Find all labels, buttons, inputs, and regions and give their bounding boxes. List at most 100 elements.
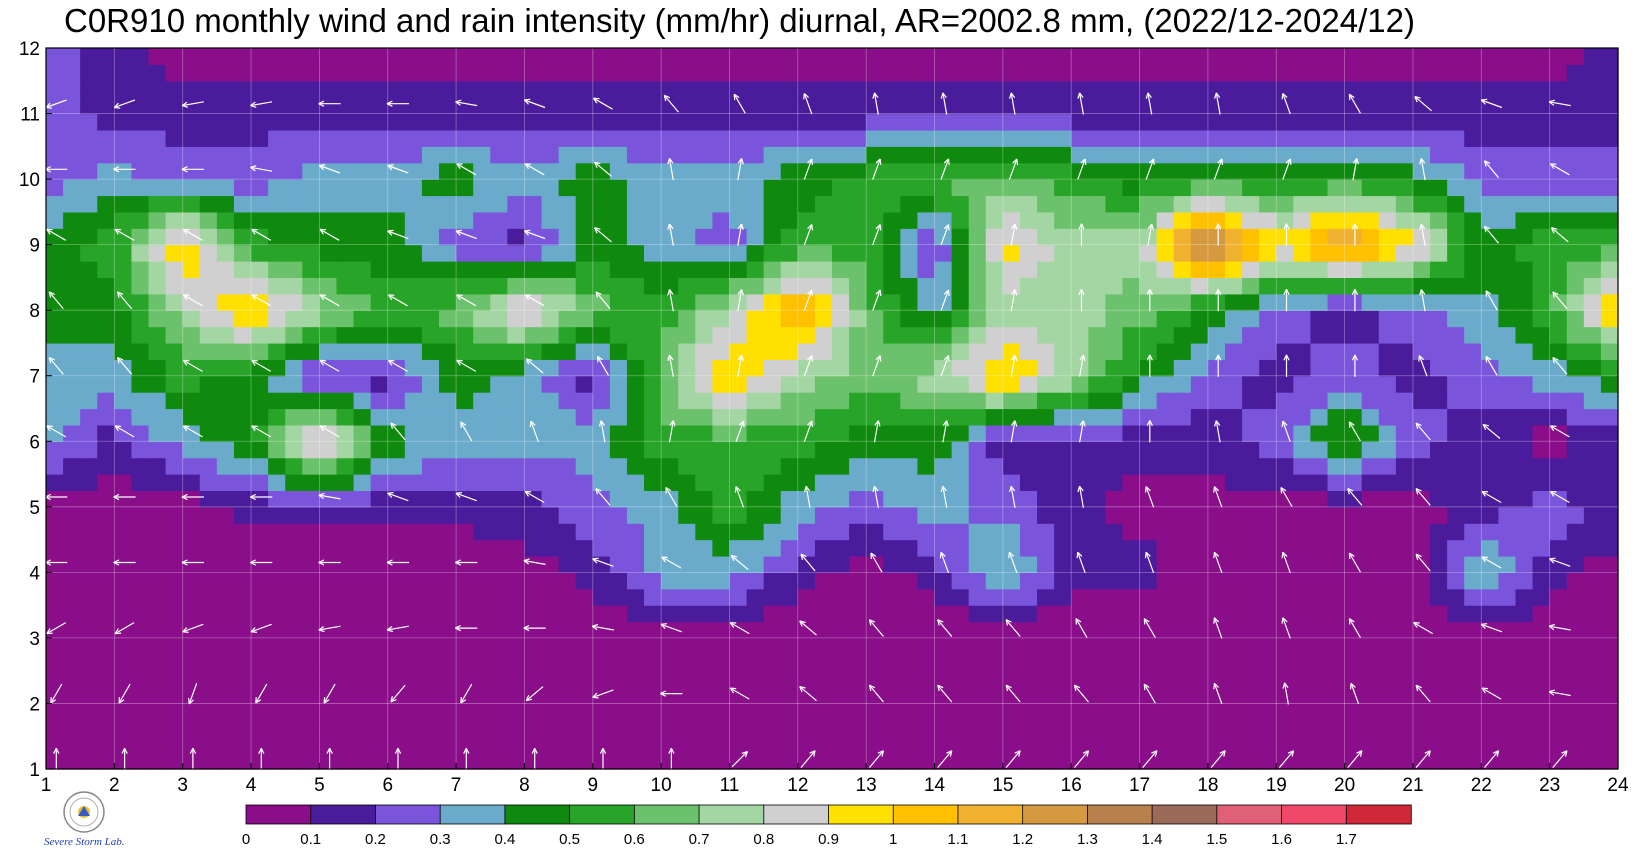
rain-cell <box>1293 474 1312 492</box>
rain-cell <box>951 195 970 213</box>
rain-cell <box>985 392 1004 410</box>
rain-cell <box>849 80 867 98</box>
rain-cell <box>370 80 389 98</box>
rain-cell <box>148 195 167 213</box>
rain-cell <box>404 555 423 573</box>
rain-cell <box>404 490 423 508</box>
rain-cell <box>797 326 816 344</box>
rain-cell <box>131 162 150 180</box>
rain-cell <box>1412 48 1431 65</box>
rain-cell <box>1344 179 1363 197</box>
rain-cell <box>387 113 406 131</box>
rain-cell <box>404 211 423 229</box>
rain-cell <box>951 64 970 82</box>
rain-cell <box>763 555 782 573</box>
rain-cell <box>678 375 696 393</box>
rain-cell <box>1430 605 1448 623</box>
rain-cell <box>968 80 987 98</box>
wind-arrow <box>937 684 953 703</box>
rain-cell <box>285 48 303 65</box>
rain-cell <box>165 162 184 180</box>
rain-cell <box>1019 162 1038 180</box>
rain-cell <box>319 474 338 492</box>
rain-cell <box>46 310 64 328</box>
rain-cell <box>1549 179 1568 197</box>
rain-cell <box>1532 539 1551 557</box>
rain-cell <box>268 326 286 344</box>
wind-arrow <box>1143 618 1156 638</box>
wind-arrow-head <box>807 224 813 231</box>
wind-arrow-head <box>1419 289 1426 296</box>
rain-cell <box>1259 703 1277 721</box>
rain-cell <box>63 129 81 147</box>
rain-cell <box>1071 670 1089 688</box>
rain-cell <box>490 490 508 508</box>
rain-cell <box>695 293 713 311</box>
rain-cell <box>1498 228 1517 246</box>
wind-arrow <box>45 99 67 109</box>
rain-cell <box>917 572 936 590</box>
wind-arrow-head <box>1549 557 1556 564</box>
colorbar-swatch <box>1281 804 1347 825</box>
rain-cell <box>1190 457 1209 475</box>
rain-cell <box>1259 474 1277 492</box>
rain-cell <box>1310 392 1329 410</box>
rain-cell <box>404 277 423 295</box>
rain-cell <box>1225 457 1243 475</box>
rain-cell <box>695 162 713 180</box>
rain-cell <box>626 392 645 410</box>
rain-cell <box>336 48 355 65</box>
rain-cell <box>1105 179 1124 197</box>
rain-cell <box>1293 457 1312 475</box>
rain-cell <box>1019 441 1038 459</box>
rain-cell <box>285 719 303 737</box>
rain-cell <box>199 605 218 623</box>
rain-cell <box>216 441 235 459</box>
rain-cell <box>985 506 1004 524</box>
rain-cell <box>1515 162 1534 180</box>
rain-cell <box>609 654 628 672</box>
rain-cell <box>1395 129 1414 147</box>
rain-cell <box>1019 211 1038 229</box>
rain-cell <box>1037 441 1055 459</box>
rain-cell <box>1378 506 1397 524</box>
rain-cell <box>1395 293 1414 311</box>
rain-cell <box>1259 342 1277 360</box>
rain-cell <box>182 228 201 246</box>
rain-cell <box>1412 457 1431 475</box>
rain-cell <box>1498 48 1517 65</box>
rain-cell <box>1549 572 1568 590</box>
rain-cell <box>985 113 1004 131</box>
rain-cell <box>1532 310 1551 328</box>
rain-cell <box>695 670 713 688</box>
rain-cell <box>1395 326 1414 344</box>
rain-cell <box>353 326 372 344</box>
wind-arrow <box>737 289 743 312</box>
rain-cell <box>695 129 713 147</box>
rain-cell <box>387 654 406 672</box>
rain-cell <box>746 555 765 573</box>
rain-cell <box>644 113 662 131</box>
rain-cell <box>97 97 115 115</box>
rain-cell <box>934 490 953 508</box>
rain-cell <box>1378 146 1397 164</box>
rain-cell <box>80 146 98 164</box>
rain-cell <box>985 375 1004 393</box>
rain-cell <box>695 48 713 65</box>
rain-cell <box>80 703 98 721</box>
rain-cell <box>626 621 645 639</box>
rain-cell <box>712 146 731 164</box>
rain-cell <box>131 113 150 131</box>
rain-cell <box>644 752 662 770</box>
rain-cell <box>1156 129 1175 147</box>
rain-cell <box>148 342 167 360</box>
rain-cell <box>302 588 320 606</box>
rain-cell <box>165 64 184 82</box>
rain-cell <box>1447 375 1465 393</box>
rain-cell <box>985 244 1004 262</box>
rain-cell <box>592 211 611 229</box>
rain-cell <box>1276 211 1294 229</box>
rain-cell <box>1515 539 1534 557</box>
rain-cell <box>1019 572 1038 590</box>
rain-cell <box>1378 129 1397 147</box>
